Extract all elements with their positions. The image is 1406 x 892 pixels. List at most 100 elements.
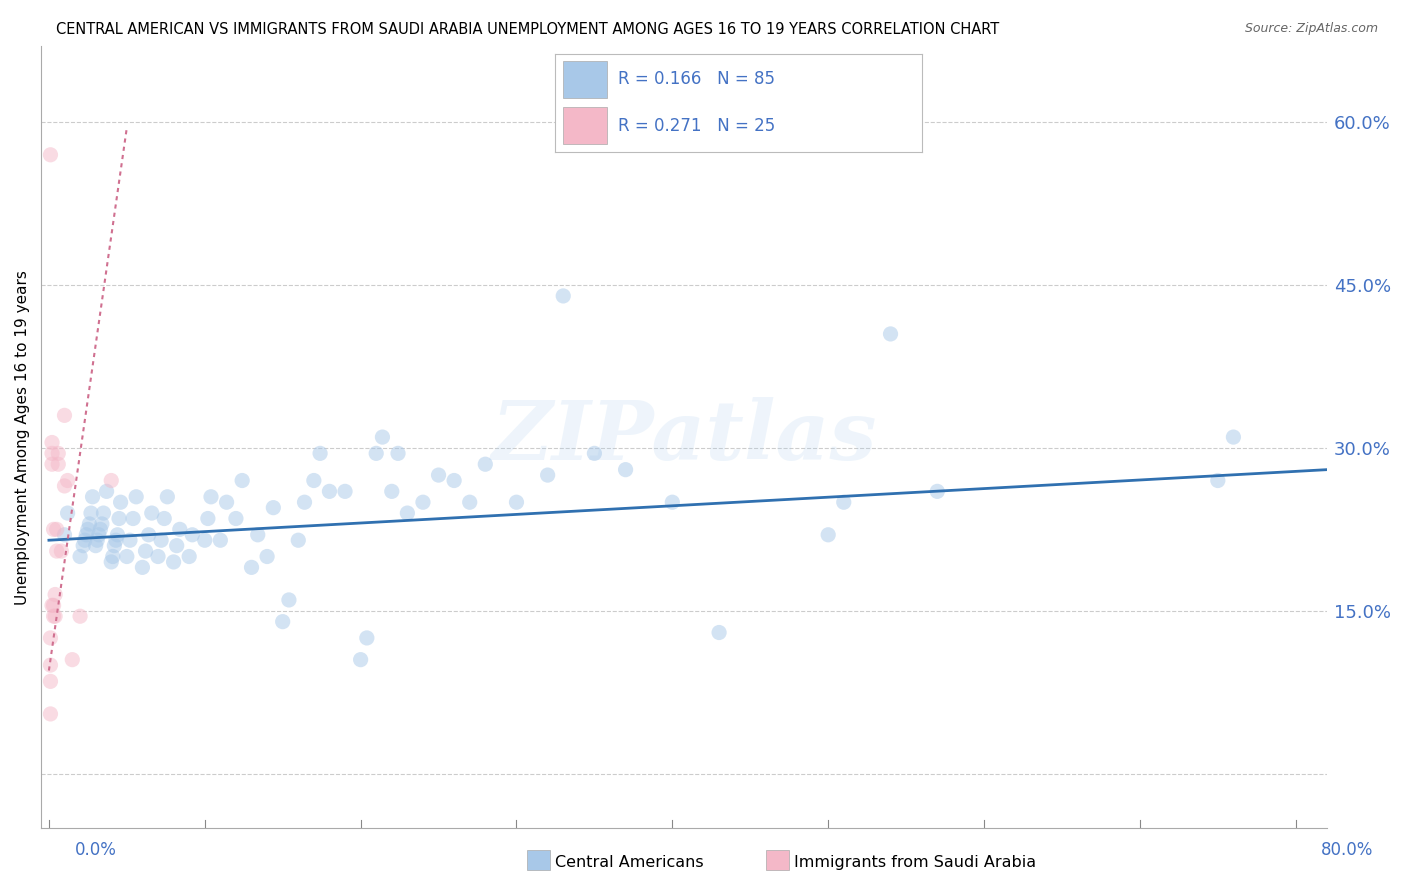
Point — [231, 474, 253, 488]
Point — [69, 549, 91, 564]
Point — [101, 549, 124, 564]
Point — [366, 446, 388, 460]
Point — [458, 495, 481, 509]
Point — [412, 495, 434, 509]
Point — [200, 490, 222, 504]
Point — [41, 599, 63, 613]
Point — [41, 435, 63, 450]
Point — [166, 539, 188, 553]
Point — [371, 430, 394, 444]
Point — [1206, 474, 1229, 488]
Point — [53, 528, 76, 542]
Point — [225, 511, 247, 525]
Point — [69, 609, 91, 624]
Point — [287, 533, 309, 548]
Point — [41, 457, 63, 471]
Point — [41, 446, 63, 460]
Point — [443, 474, 465, 488]
Point — [153, 511, 176, 525]
Point — [537, 468, 560, 483]
Point — [262, 500, 284, 515]
Point — [75, 528, 97, 542]
Point — [39, 706, 62, 721]
Point — [146, 549, 169, 564]
Point — [60, 653, 83, 667]
Point — [100, 555, 122, 569]
Point — [42, 522, 65, 536]
Text: 80.0%: 80.0% — [1320, 840, 1374, 858]
Point — [93, 506, 115, 520]
Point — [294, 495, 316, 509]
Point — [53, 409, 76, 423]
Point — [51, 544, 73, 558]
Point — [150, 533, 173, 548]
Point — [87, 528, 110, 542]
Point — [614, 463, 637, 477]
Point — [333, 484, 356, 499]
Point — [115, 549, 138, 564]
Point — [215, 495, 238, 509]
Point — [110, 495, 132, 509]
Text: ZIPatlas: ZIPatlas — [491, 397, 877, 477]
Point — [277, 593, 299, 607]
Point — [76, 522, 98, 536]
Point — [318, 484, 340, 499]
Point — [256, 549, 278, 564]
Point — [39, 658, 62, 673]
Text: 0.0%: 0.0% — [75, 840, 117, 858]
Point — [1222, 430, 1244, 444]
Point — [169, 522, 191, 536]
Point — [56, 506, 79, 520]
Point — [927, 484, 949, 499]
Point — [44, 609, 66, 624]
Point — [104, 533, 127, 548]
Point — [135, 544, 157, 558]
Point — [82, 490, 104, 504]
Point — [209, 533, 232, 548]
Point — [80, 506, 103, 520]
Point — [72, 539, 94, 553]
Text: CENTRAL AMERICAN VS IMMIGRANTS FROM SAUDI ARABIA UNEMPLOYMENT AMONG AGES 16 TO 1: CENTRAL AMERICAN VS IMMIGRANTS FROM SAUD… — [56, 22, 1000, 37]
Point — [73, 533, 96, 548]
Text: Immigrants from Saudi Arabia: Immigrants from Saudi Arabia — [794, 855, 1036, 870]
Point — [46, 457, 69, 471]
Point — [89, 522, 111, 536]
Point — [96, 484, 118, 499]
Point — [138, 528, 160, 542]
Point — [39, 148, 62, 162]
Point — [474, 457, 496, 471]
Point — [707, 625, 730, 640]
Point — [309, 446, 332, 460]
Point — [197, 511, 219, 525]
Point — [42, 609, 65, 624]
Text: Source: ZipAtlas.com: Source: ZipAtlas.com — [1244, 22, 1378, 36]
Point — [141, 506, 163, 520]
Point — [505, 495, 527, 509]
Point — [162, 555, 184, 569]
Point — [86, 533, 108, 548]
Point — [381, 484, 404, 499]
Point — [39, 631, 62, 645]
Point — [396, 506, 419, 520]
Point — [181, 528, 204, 542]
Point — [387, 446, 409, 460]
Point — [156, 490, 179, 504]
Point — [100, 474, 122, 488]
Point — [356, 631, 378, 645]
Point — [42, 599, 65, 613]
Point — [553, 289, 575, 303]
Point — [125, 490, 148, 504]
Point — [45, 544, 67, 558]
Point — [107, 528, 129, 542]
Point — [131, 560, 153, 574]
Text: Central Americans: Central Americans — [555, 855, 704, 870]
Point — [817, 528, 839, 542]
Point — [84, 539, 107, 553]
Point — [46, 446, 69, 460]
Point — [103, 539, 125, 553]
Point — [108, 511, 131, 525]
Point — [39, 674, 62, 689]
Point — [53, 479, 76, 493]
Point — [879, 326, 901, 341]
Point — [302, 474, 325, 488]
